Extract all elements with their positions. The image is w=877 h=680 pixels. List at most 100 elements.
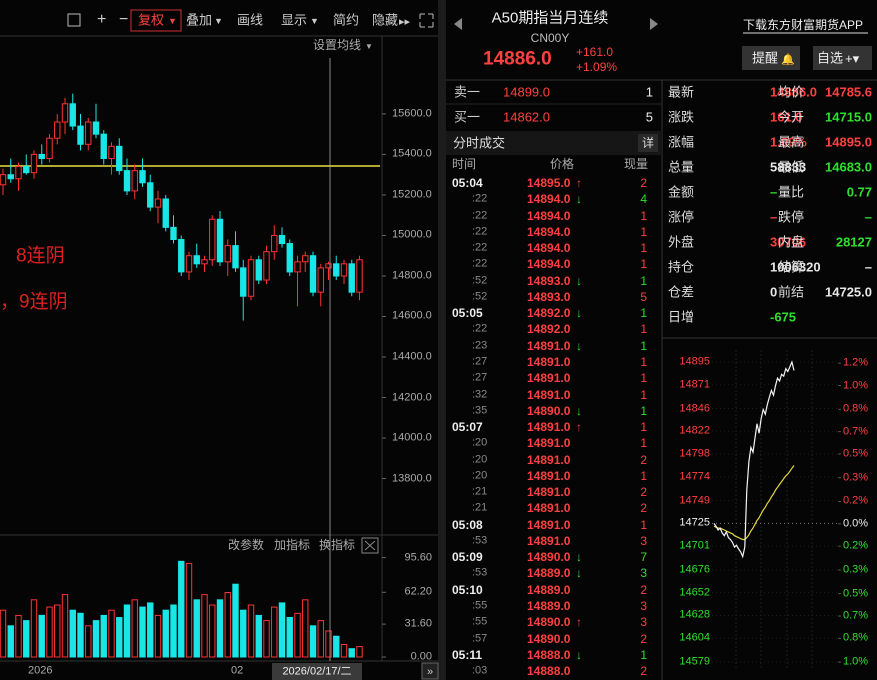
volume-bar (77, 612, 84, 658)
trade-time: :23 (472, 339, 488, 352)
trade-time: :22 (472, 192, 488, 205)
trade-price: 14892.0 (527, 306, 571, 321)
y2-tick-label: 1.0% (843, 379, 869, 392)
trade-time: 05:07 (452, 420, 483, 435)
y-tick-label: 14846 (679, 402, 710, 414)
trade-volume: 1 (640, 517, 647, 532)
stat-value: 14725.0 (825, 284, 872, 300)
volume-bar (294, 612, 301, 658)
stat-value: – (770, 184, 778, 200)
toolbar-button[interactable]: 复权 (138, 12, 165, 28)
candle-body (30, 153, 38, 174)
ma-setting[interactable]: 设置均线 (313, 38, 362, 52)
stat-label: 最新 (668, 84, 695, 100)
stat-label: 量比 (778, 184, 805, 200)
contract-title: A50期指当月连续 (491, 9, 609, 27)
y2-tick-label: 0.7% (843, 609, 869, 622)
trade-volume: 2 (640, 582, 647, 597)
trade-price: 14889.0 (527, 599, 571, 614)
detail-button[interactable]: 详 (641, 136, 655, 150)
stat-value: 14785.6 (825, 84, 872, 100)
stat-label: 涨停 (668, 209, 695, 225)
scroll-button[interactable] (421, 662, 439, 680)
download-link[interactable]: 下载东方财富期货APP (743, 18, 864, 32)
close-icon[interactable] (361, 537, 379, 554)
stat-label: 持仓 (668, 259, 695, 275)
alert-button-bg[interactable] (742, 46, 800, 70)
candle-body (193, 255, 200, 265)
y-tick-label: 14579 (679, 655, 710, 668)
trade-price: 14891.0 (527, 338, 571, 353)
toolbar-button[interactable]: 显示 (281, 12, 308, 28)
candle-body (100, 133, 107, 159)
trade-volume: 1 (640, 257, 647, 272)
price-line (713, 360, 795, 559)
trade-time: :53 (472, 534, 488, 547)
indicator-button[interactable]: 改参数 (228, 538, 265, 552)
book-price: 14862.0 (503, 109, 550, 125)
dropdown-glyph: ▼ (214, 16, 223, 26)
trade-time: :21 (472, 501, 488, 514)
alert-button[interactable]: 提醒 (752, 50, 779, 66)
toolbar-button[interactable]: − (119, 11, 129, 28)
trade-volume: 2 (640, 664, 647, 679)
trade-time: :20 (472, 469, 488, 482)
trade-price: 14891.0 (527, 387, 571, 402)
stat-label: 仓差 (668, 284, 695, 300)
watch-button[interactable]: 自选 (817, 50, 844, 66)
trade-time: :52 (472, 274, 488, 287)
trade-price: 14888.0 (527, 647, 571, 662)
prev-arrow[interactable] (454, 18, 462, 30)
indicator-button[interactable]: 加指标 (274, 538, 311, 552)
candle-body (23, 166, 30, 174)
stat-value: 0.77 (846, 184, 872, 200)
trade-time: :03 (472, 664, 488, 677)
candle-body (7, 174, 14, 180)
volume-bar (209, 604, 216, 658)
y2-tick-label: 0.3% (843, 563, 869, 576)
column-header: 时间 (452, 157, 477, 171)
expand-icon[interactable] (419, 13, 434, 28)
candle-body (325, 263, 332, 269)
volume-bar (286, 616, 293, 658)
toolbar-button[interactable]: 画线 (237, 12, 264, 28)
volume-bar (340, 644, 348, 658)
y-tick-label: 15400.0 (392, 147, 432, 160)
toolbar-button[interactable]: 隐藏 (372, 12, 399, 28)
trade-direction: ↓ (576, 192, 582, 207)
volume-bar (356, 646, 363, 658)
trade-volume: 1 (640, 436, 647, 451)
lock-icon[interactable] (67, 13, 81, 27)
trade-volume: 3 (640, 615, 647, 630)
toolbar-button[interactable]: + (97, 11, 107, 28)
trade-time: 05:10 (452, 582, 483, 597)
trade-volume: 4 (640, 192, 647, 207)
candle-body (302, 255, 309, 263)
toolbar-button[interactable]: 简约 (333, 12, 360, 28)
watch-button-bg[interactable] (813, 46, 872, 70)
y2-tick-label: 0.8% (843, 631, 869, 644)
trade-volume: 3 (640, 599, 647, 614)
detail-button-bg (638, 134, 658, 152)
candle-body (85, 121, 92, 145)
stat-label: 结算 (778, 259, 805, 275)
stat-value: 1006320 (770, 259, 821, 275)
stat-label: 金额 (668, 184, 695, 200)
next-arrow[interactable] (650, 18, 658, 30)
annotation: 8连阴 (16, 245, 65, 267)
last-price: 14886.0 (483, 48, 552, 70)
indicator-button[interactable]: 换指标 (319, 538, 356, 552)
trade-volume: 1 (640, 241, 647, 256)
candle-body (69, 103, 76, 127)
candle-body (271, 234, 278, 253)
trade-volume: 3 (640, 566, 647, 581)
stat-label: 外盘 (668, 234, 695, 250)
toolbar-button[interactable]: 叠加 (186, 12, 213, 28)
volume-bar (348, 648, 355, 658)
y-tick-label: 0.00 (410, 650, 432, 663)
trade-price: 14891.0 (527, 371, 571, 386)
book-qty: 1 (645, 84, 653, 100)
candle-body (356, 259, 363, 293)
candle-body (333, 263, 340, 277)
volume-bar (201, 594, 208, 658)
